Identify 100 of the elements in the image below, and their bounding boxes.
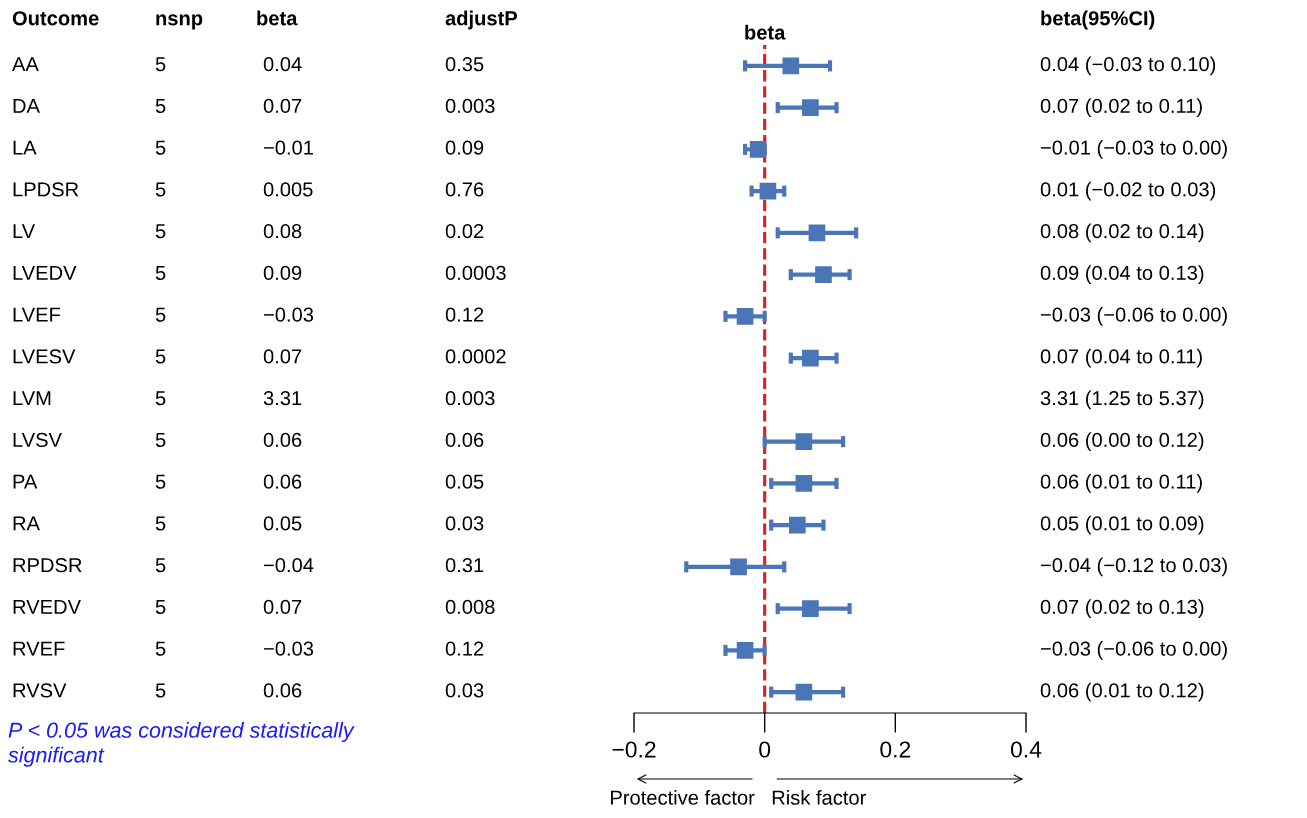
text: LPDSR [13,182,79,197]
text: LVSV [13,432,62,448]
text: 5 [155,558,166,573]
text: 5 [155,391,166,406]
text: 0.07 [263,599,302,615]
text: 5 [155,265,166,281]
text: Protective factor [611,790,755,805]
x-tick-label: 0.4 [1010,741,1042,758]
text: LVM [13,391,51,406]
text: RPDSR [13,558,82,573]
text: −0.01 [263,140,313,155]
text: 5 [155,349,166,364]
text: 0.06 [263,683,302,698]
text: 0.06 [263,474,302,489]
text: −0.03 [263,307,314,322]
text: 5 [155,516,166,531]
text: 0.08 (0.02 to 0.14) [1040,223,1204,243]
point [730,558,747,576]
text: Risk factor [772,790,866,805]
x-tick-label: −0.2 [612,741,656,758]
text: 0.03 [445,516,484,531]
text: 0.12 [445,307,484,322]
text: 0.35 [445,57,484,72]
text: 0.005 [263,182,313,197]
point [795,683,813,701]
point [788,516,806,534]
text: 0.01 (−0.02 to 0.03) [1040,181,1216,201]
chart-title: beta [745,24,786,40]
point [802,600,819,617]
text: 3.31 [263,391,302,406]
text: RVEDV [13,599,81,614]
point [736,308,754,325]
text: 0.003 [445,98,495,114]
text: LA [13,140,37,155]
text: 0.09 [445,140,484,155]
text: 5 [155,474,166,489]
text: 0.02 [445,224,484,239]
text: 0.06 (0.00 to 0.12) [1040,432,1204,451]
text: beta(95%CI) [1041,10,1155,30]
text: −0.03 (−0.06 to 0.00) [1040,640,1227,660]
text: 0.08 [263,224,302,239]
text: RVSV [13,683,67,698]
point [759,182,777,200]
x-tick-label: 0 [759,741,771,758]
text: 0.07 [263,349,302,364]
point [802,349,819,367]
point [802,99,819,116]
text: 0.03 [445,683,484,698]
point [795,475,813,492]
x-tick-label: 0.2 [880,741,911,758]
text: 0.07 (0.02 to 0.11) [1040,98,1202,117]
text: 0.0002 [445,349,506,364]
text: 0.06 (0.01 to 0.11) [1040,473,1202,493]
text: 5 [155,307,166,322]
text: LVESV [13,349,76,364]
text: 0.31 [445,558,484,573]
point [808,224,826,242]
text: 0.05 [263,516,302,531]
text: −0.04 [263,558,314,573]
text: beta [257,10,298,26]
point [749,141,767,158]
text: 5 [155,432,166,448]
text: 5 [155,57,166,72]
text: −0.03 [263,641,314,656]
text: 5 [155,641,166,656]
text: 5 [155,140,166,155]
text: 0.06 [263,432,302,448]
text: PA [13,474,38,489]
text: RVEF [13,641,65,656]
text: 0.07 (0.02 to 0.13) [1040,599,1204,618]
text: 5 [155,599,166,615]
text: DA [13,98,40,113]
text: 5 [155,182,166,197]
text: Outcome [12,11,99,26]
text: 0.0003 [445,265,506,281]
text: 0.07 [263,98,302,114]
text: 0.008 [445,599,495,615]
text: 5 [155,98,166,114]
text: 0.04 [263,57,302,72]
text: P < 0.05 was considered statistically significant [8,722,355,767]
text: 0.04 (−0.03 to 0.10) [1040,56,1216,76]
text: 5 [155,224,166,239]
point [736,642,754,659]
text: 5 [155,683,166,698]
text: 0.06 [445,432,484,448]
text: 0.06 (0.01 to 0.12) [1040,682,1204,702]
point [815,266,832,283]
text: 0.09 [263,265,302,281]
text: LVEF [13,307,61,322]
text: adjustP [445,10,518,30]
text: AA [12,57,39,72]
text: 0.05 [445,474,484,489]
text: 3.31 (1.25 to 5.37) [1040,390,1204,410]
text: RA [13,516,40,531]
text: LV [13,224,36,239]
text: 0.07 (0.04 to 0.11) [1040,348,1202,368]
text: −0.03 (−0.06 to 0.00) [1040,306,1227,326]
text: 0.05 (0.01 to 0.09) [1040,515,1204,535]
text: 0.003 [445,391,495,406]
text: −0.01 (−0.03 to 0.00) [1040,139,1227,159]
